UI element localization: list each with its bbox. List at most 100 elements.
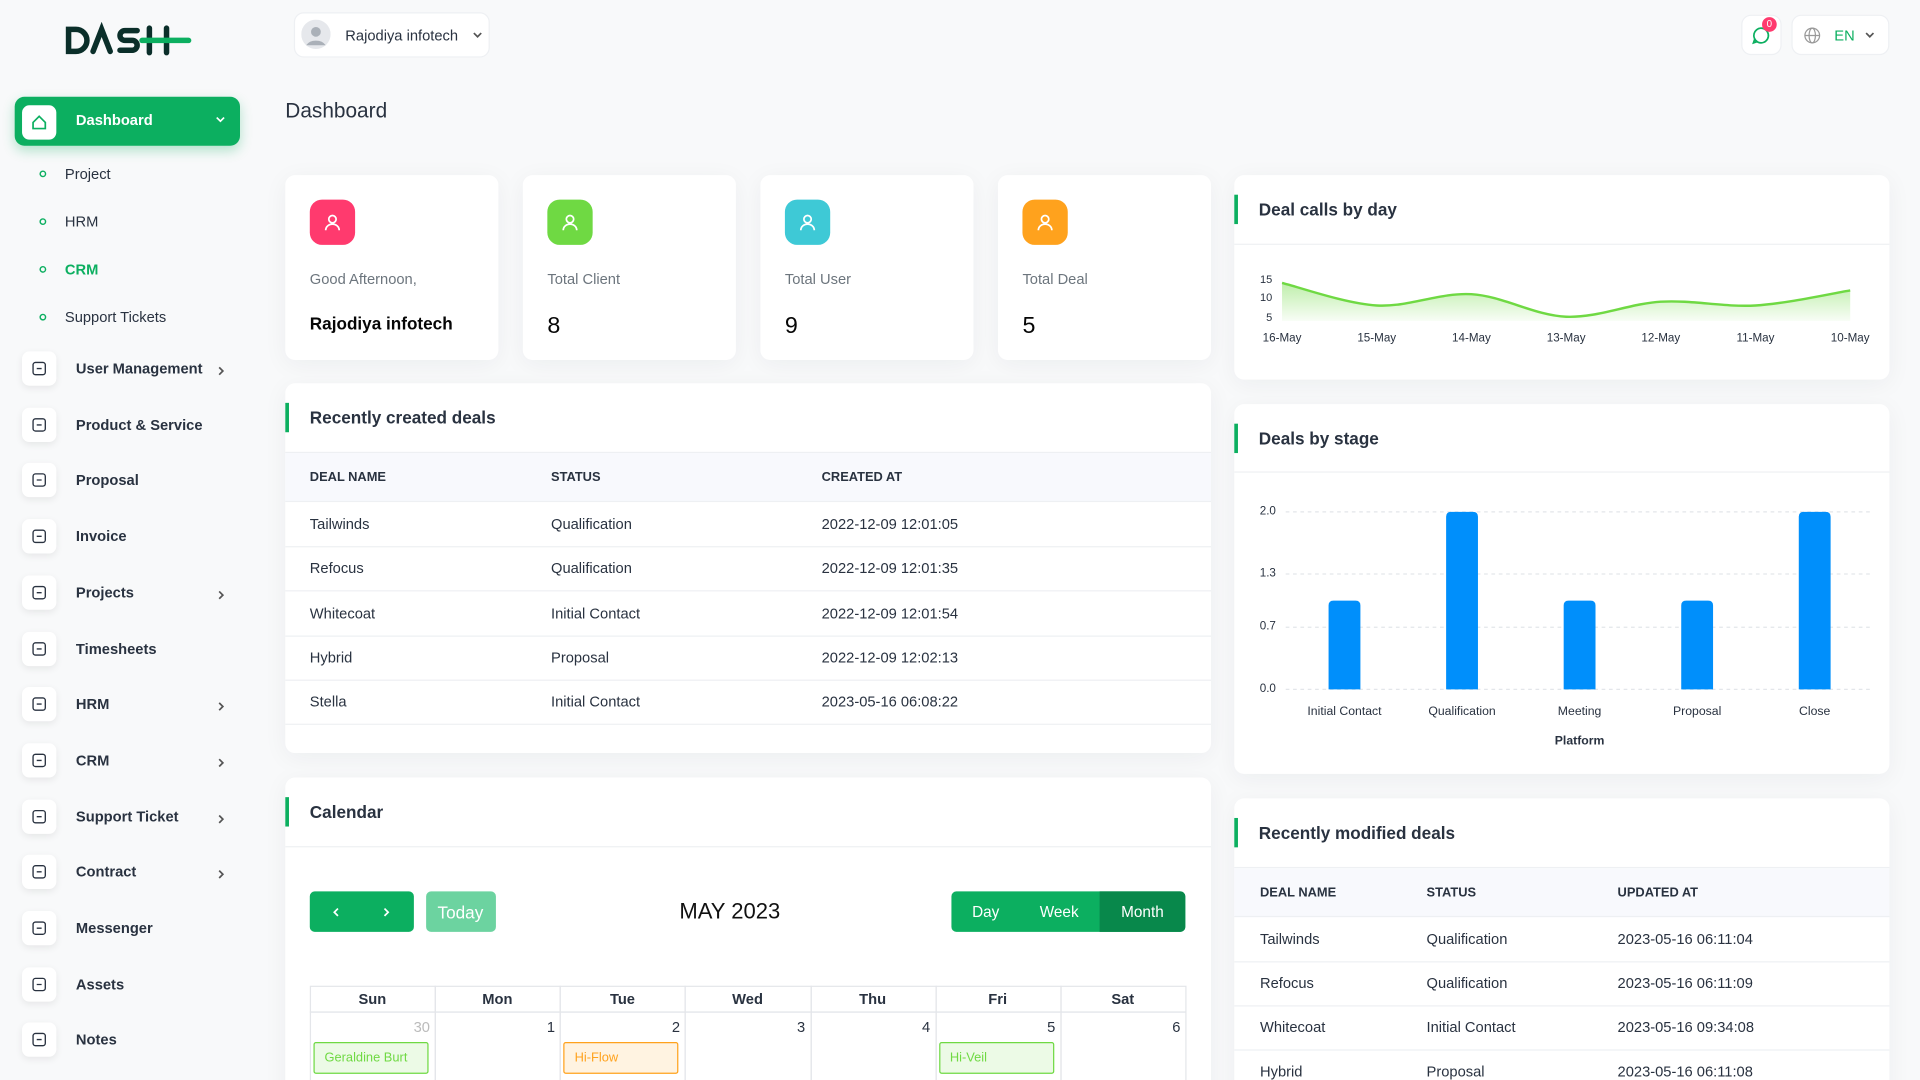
row-divider: [1234, 1005, 1890, 1007]
stat-value: Rajodiya infotech: [309, 313, 453, 334]
submenu-item[interactable]: Support Tickets: [64, 308, 167, 326]
event-title[interactable]: Hi-Flow: [574, 1050, 619, 1066]
table-cell: Initial Contact: [551, 693, 641, 711]
stat-glyph: [799, 214, 816, 231]
table-cell: 2023-05-16 06:11:08: [1617, 1062, 1753, 1080]
table-header: [285, 453, 1212, 503]
x-tick-label: Proposal: [1672, 705, 1722, 719]
column-header: UPDATED AT: [1617, 885, 1699, 900]
menu-item[interactable]: Notes: [75, 1031, 117, 1049]
today-button[interactable]: [426, 891, 496, 932]
table-cell: Initial Contact: [1426, 1018, 1516, 1036]
bar: [1328, 600, 1361, 690]
menu-item[interactable]: Invoice: [75, 527, 127, 546]
submenu-item[interactable]: HRM: [64, 213, 99, 231]
x-tick-label: Initial Contact: [1307, 705, 1382, 719]
y-tick-label: 0.0: [1259, 682, 1276, 696]
bullet: [39, 170, 47, 178]
chevron: [218, 702, 225, 712]
prev-next-group[interactable]: [309, 891, 414, 932]
menu-item[interactable]: Timesheets: [75, 639, 157, 657]
menu-item[interactable]: Projects: [75, 583, 134, 601]
view-button[interactable]: Month: [1121, 903, 1164, 921]
menu-dashboard[interactable]: Dashboard: [75, 111, 153, 129]
menu-icon: [32, 361, 46, 376]
table-cell: Qualification: [1426, 974, 1508, 992]
table-cell: Initial Contact: [551, 604, 641, 622]
view-button[interactable]: Week: [1039, 903, 1079, 921]
stat-label: Total Deal: [1022, 270, 1088, 288]
menu-item[interactable]: CRM: [75, 751, 110, 769]
view-button[interactable]: Day: [972, 903, 1000, 921]
menu-icon: [32, 753, 46, 768]
table-cell: 2022-12-09 12:02:13: [821, 648, 959, 666]
table-cell: Whitecoat: [309, 604, 376, 622]
table-cell: Proposal: [551, 648, 610, 666]
title-accent: [285, 402, 289, 433]
menu-icon: [32, 473, 46, 488]
x-tick-label: 12-May: [1641, 331, 1681, 346]
submenu-item[interactable]: CRM: [64, 260, 99, 278]
menu-item[interactable]: Messenger: [75, 919, 153, 937]
bar: [1563, 600, 1596, 690]
table-cell: 2022-12-09 12:01:05: [821, 515, 959, 533]
chevron: [216, 116, 225, 123]
weekday: Tue: [609, 990, 635, 1008]
avatar: [301, 19, 331, 49]
chevron: [473, 32, 482, 38]
y-tick-label: 0.7: [1259, 619, 1276, 634]
notification-count: 0: [1766, 18, 1773, 30]
chevron: [218, 366, 225, 376]
x-tick-label: Qualification: [1428, 705, 1496, 719]
x-tick-label: 14-May: [1452, 331, 1491, 346]
dashboard-icon-bg: [22, 105, 57, 140]
menu-icon: [32, 529, 46, 544]
chevron: [383, 907, 390, 917]
chevron: [1865, 32, 1875, 38]
menu-item[interactable]: HRM: [75, 695, 110, 713]
y-tick-label: 5: [1266, 310, 1273, 323]
menu-item[interactable]: Product & Service: [75, 415, 203, 434]
menu-icon: [32, 1033, 46, 1047]
view-active: [1099, 891, 1186, 932]
calendar-month: MAY 2023: [679, 898, 781, 924]
area: [1282, 282, 1851, 321]
stat-label: Good Afternoon,: [309, 270, 417, 288]
row-divider: [285, 679, 1212, 681]
bullet: [39, 313, 47, 321]
bar: [1798, 511, 1831, 690]
title-accent: [1234, 423, 1238, 454]
event[interactable]: [313, 1042, 429, 1074]
table-header: [1234, 868, 1890, 918]
table-cell: 2023-05-16 06:11:09: [1617, 974, 1753, 992]
today-label[interactable]: Today: [437, 902, 484, 923]
table-cell: Refocus: [309, 559, 364, 578]
home-icon: [32, 115, 47, 130]
table-cell: Hybrid: [309, 648, 353, 666]
weekday: Thu: [859, 990, 887, 1008]
menu-item[interactable]: Proposal: [75, 471, 139, 490]
event[interactable]: [938, 1042, 1055, 1074]
x-tick-label: 10-May: [1830, 331, 1870, 346]
menu-item[interactable]: Contract: [75, 863, 137, 881]
title-accent: [285, 797, 289, 827]
event-title[interactable]: Hi-Veil: [949, 1050, 987, 1066]
menu-item[interactable]: Support Ticket: [75, 807, 179, 825]
row-divider: [285, 635, 1212, 637]
menu-item[interactable]: User Management: [75, 360, 203, 378]
event-title[interactable]: Geraldine Burt: [324, 1050, 408, 1066]
menu-item[interactable]: Assets: [75, 975, 125, 993]
day-number: 5: [1047, 1018, 1056, 1036]
title-accent: [1234, 194, 1238, 225]
event[interactable]: [563, 1042, 679, 1074]
menu-icon: [32, 641, 46, 656]
y-tick-label: 1.3: [1259, 566, 1276, 581]
column-header: DEAL NAME: [1260, 885, 1337, 900]
language: EN: [1834, 26, 1855, 45]
menu-icon: [32, 697, 46, 712]
submenu-item[interactable]: Project: [64, 165, 111, 183]
y-tick-label: 15: [1259, 273, 1273, 286]
day-number: 2: [671, 1018, 681, 1036]
message-icon: [1752, 27, 1770, 45]
